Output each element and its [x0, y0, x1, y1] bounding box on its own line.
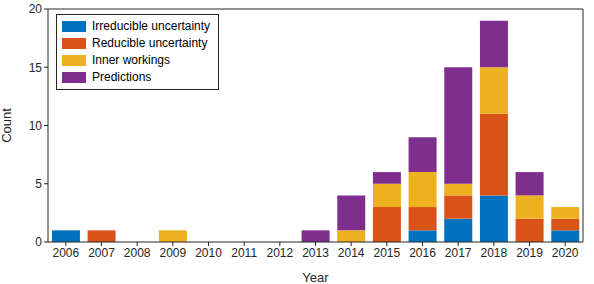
html-text:Inner workings: Inner workings — [92, 53, 170, 67]
svg-text:2018: 2018 — [480, 246, 507, 260]
svg-text:2015: 2015 — [373, 246, 400, 260]
svg-text:2019: 2019 — [516, 246, 543, 260]
svg-text:Count: Count — [8, 108, 14, 143]
html-text:Reducible uncertainty: Reducible uncertainty — [92, 36, 208, 50]
svg-text:2006: 2006 — [52, 246, 79, 260]
svg-text:2017: 2017 — [445, 246, 472, 260]
svg-text:0: 0 — [35, 235, 42, 249]
svg-text:2009: 2009 — [159, 246, 186, 260]
svg-text:15: 15 — [29, 61, 43, 75]
html-text:Irreducible uncertainty: Irreducible uncertainty — [92, 19, 211, 33]
svg-text:2020: 2020 — [552, 246, 579, 260]
svg-text:2007: 2007 — [88, 246, 115, 260]
svg-text:2016: 2016 — [409, 246, 436, 260]
svg-text:2012: 2012 — [266, 246, 293, 260]
svg-text:2013: 2013 — [302, 246, 329, 260]
svg-text:10: 10 — [29, 119, 43, 133]
svg-text:2014: 2014 — [338, 246, 365, 260]
svg-text:2010: 2010 — [195, 246, 222, 260]
svg-text:2011: 2011 — [231, 246, 257, 260]
svg-text:Year: Year — [302, 270, 329, 284]
svg-text:20: 20 — [29, 2, 43, 16]
html-text:Predictions: Predictions — [92, 70, 152, 84]
svg-text:2008: 2008 — [124, 246, 151, 260]
svg-text:5: 5 — [35, 177, 42, 191]
